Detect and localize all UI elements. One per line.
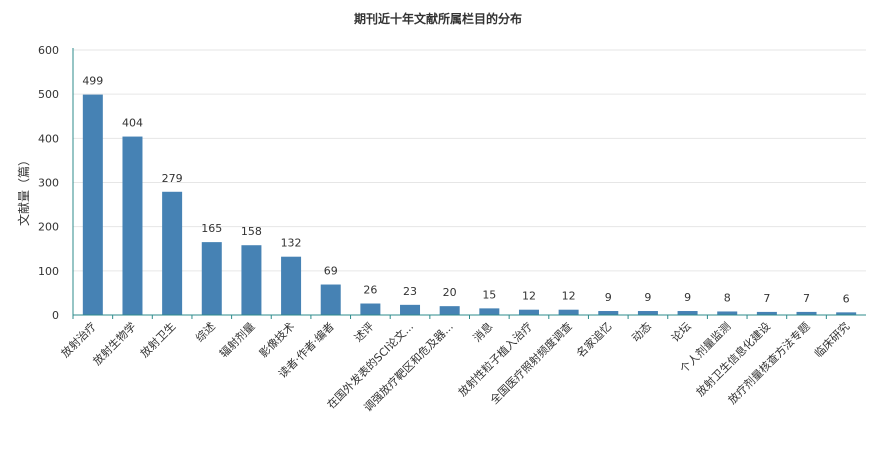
data-label: 7 [763, 292, 770, 305]
x-tick-label: 放射生物学 [90, 319, 139, 368]
y-tick-label: 400 [38, 132, 59, 145]
data-label: 165 [201, 222, 222, 235]
bar [360, 303, 381, 315]
x-tick-label: 论坛 [668, 319, 693, 344]
y-tick-label: 0 [52, 309, 59, 322]
data-label: 26 [363, 284, 377, 297]
grid-lines [73, 49, 866, 272]
bar [717, 311, 738, 315]
y-tick-label: 200 [38, 221, 59, 234]
x-tick-label: 辐射剂量 [217, 319, 258, 360]
y-tick-label: 600 [38, 44, 59, 57]
y-tick-label: 300 [38, 177, 59, 190]
bar [439, 306, 460, 315]
y-axis-ticks: 0 100 200 300 400 500 600 [38, 44, 59, 322]
x-tick-label: 临床研究 [811, 319, 852, 360]
data-labels: 499 404 279 165 158 132 69 26 23 20 15 12 12 9 9 9 8 7 7 6 [82, 75, 849, 306]
x-tick-label: 消息 [470, 319, 495, 344]
bar [201, 242, 222, 315]
bar [637, 311, 658, 315]
x-tick-label: 动态 [629, 320, 654, 345]
bar [796, 311, 817, 315]
data-label: 499 [82, 75, 103, 88]
data-label: 8 [724, 291, 731, 304]
data-label: 6 [843, 292, 850, 305]
bar [162, 191, 183, 315]
data-label: 20 [443, 286, 457, 299]
x-tick-label: 影像技术 [257, 320, 297, 360]
chart-title: 期刊近十年文献所属栏目的分布 [354, 11, 522, 26]
bar [558, 309, 579, 315]
bar [836, 312, 857, 315]
data-label: 12 [522, 290, 536, 303]
y-tick-label: 100 [38, 265, 59, 278]
data-label: 15 [482, 288, 496, 301]
bar [400, 304, 421, 315]
bar [320, 284, 341, 315]
y-tick-label: 500 [38, 88, 59, 101]
bar [479, 308, 500, 315]
bar [518, 309, 539, 315]
x-tick-label: 名家追忆 [573, 319, 614, 360]
bar [82, 94, 103, 315]
bar [756, 311, 777, 315]
bar [677, 311, 698, 315]
data-label: 158 [241, 225, 262, 238]
data-label: 9 [684, 291, 691, 304]
x-tick-label: 放射性粒子植入治疗 [455, 319, 535, 399]
data-label: 7 [803, 292, 810, 305]
data-label: 23 [403, 285, 417, 298]
data-label: 279 [162, 172, 183, 185]
bars [82, 94, 857, 315]
data-label: 12 [562, 290, 576, 303]
y-axis-label: 文献量（篇） [16, 154, 31, 226]
x-tick-label: 放射卫生 [137, 319, 178, 360]
x-tick-label: 放射卫生信息化建设 [693, 319, 773, 399]
bar [598, 311, 619, 315]
bar [241, 245, 262, 315]
data-label: 9 [605, 291, 612, 304]
data-label: 9 [644, 291, 651, 304]
x-tick-label: 综述 [192, 319, 217, 344]
data-label: 132 [281, 237, 302, 250]
data-label: 69 [324, 265, 338, 278]
bar [122, 136, 143, 315]
x-tick-label: 述评 [352, 320, 377, 345]
x-tick-label: 放射治疗 [58, 319, 99, 360]
data-label: 404 [122, 117, 143, 130]
bar [281, 256, 302, 315]
